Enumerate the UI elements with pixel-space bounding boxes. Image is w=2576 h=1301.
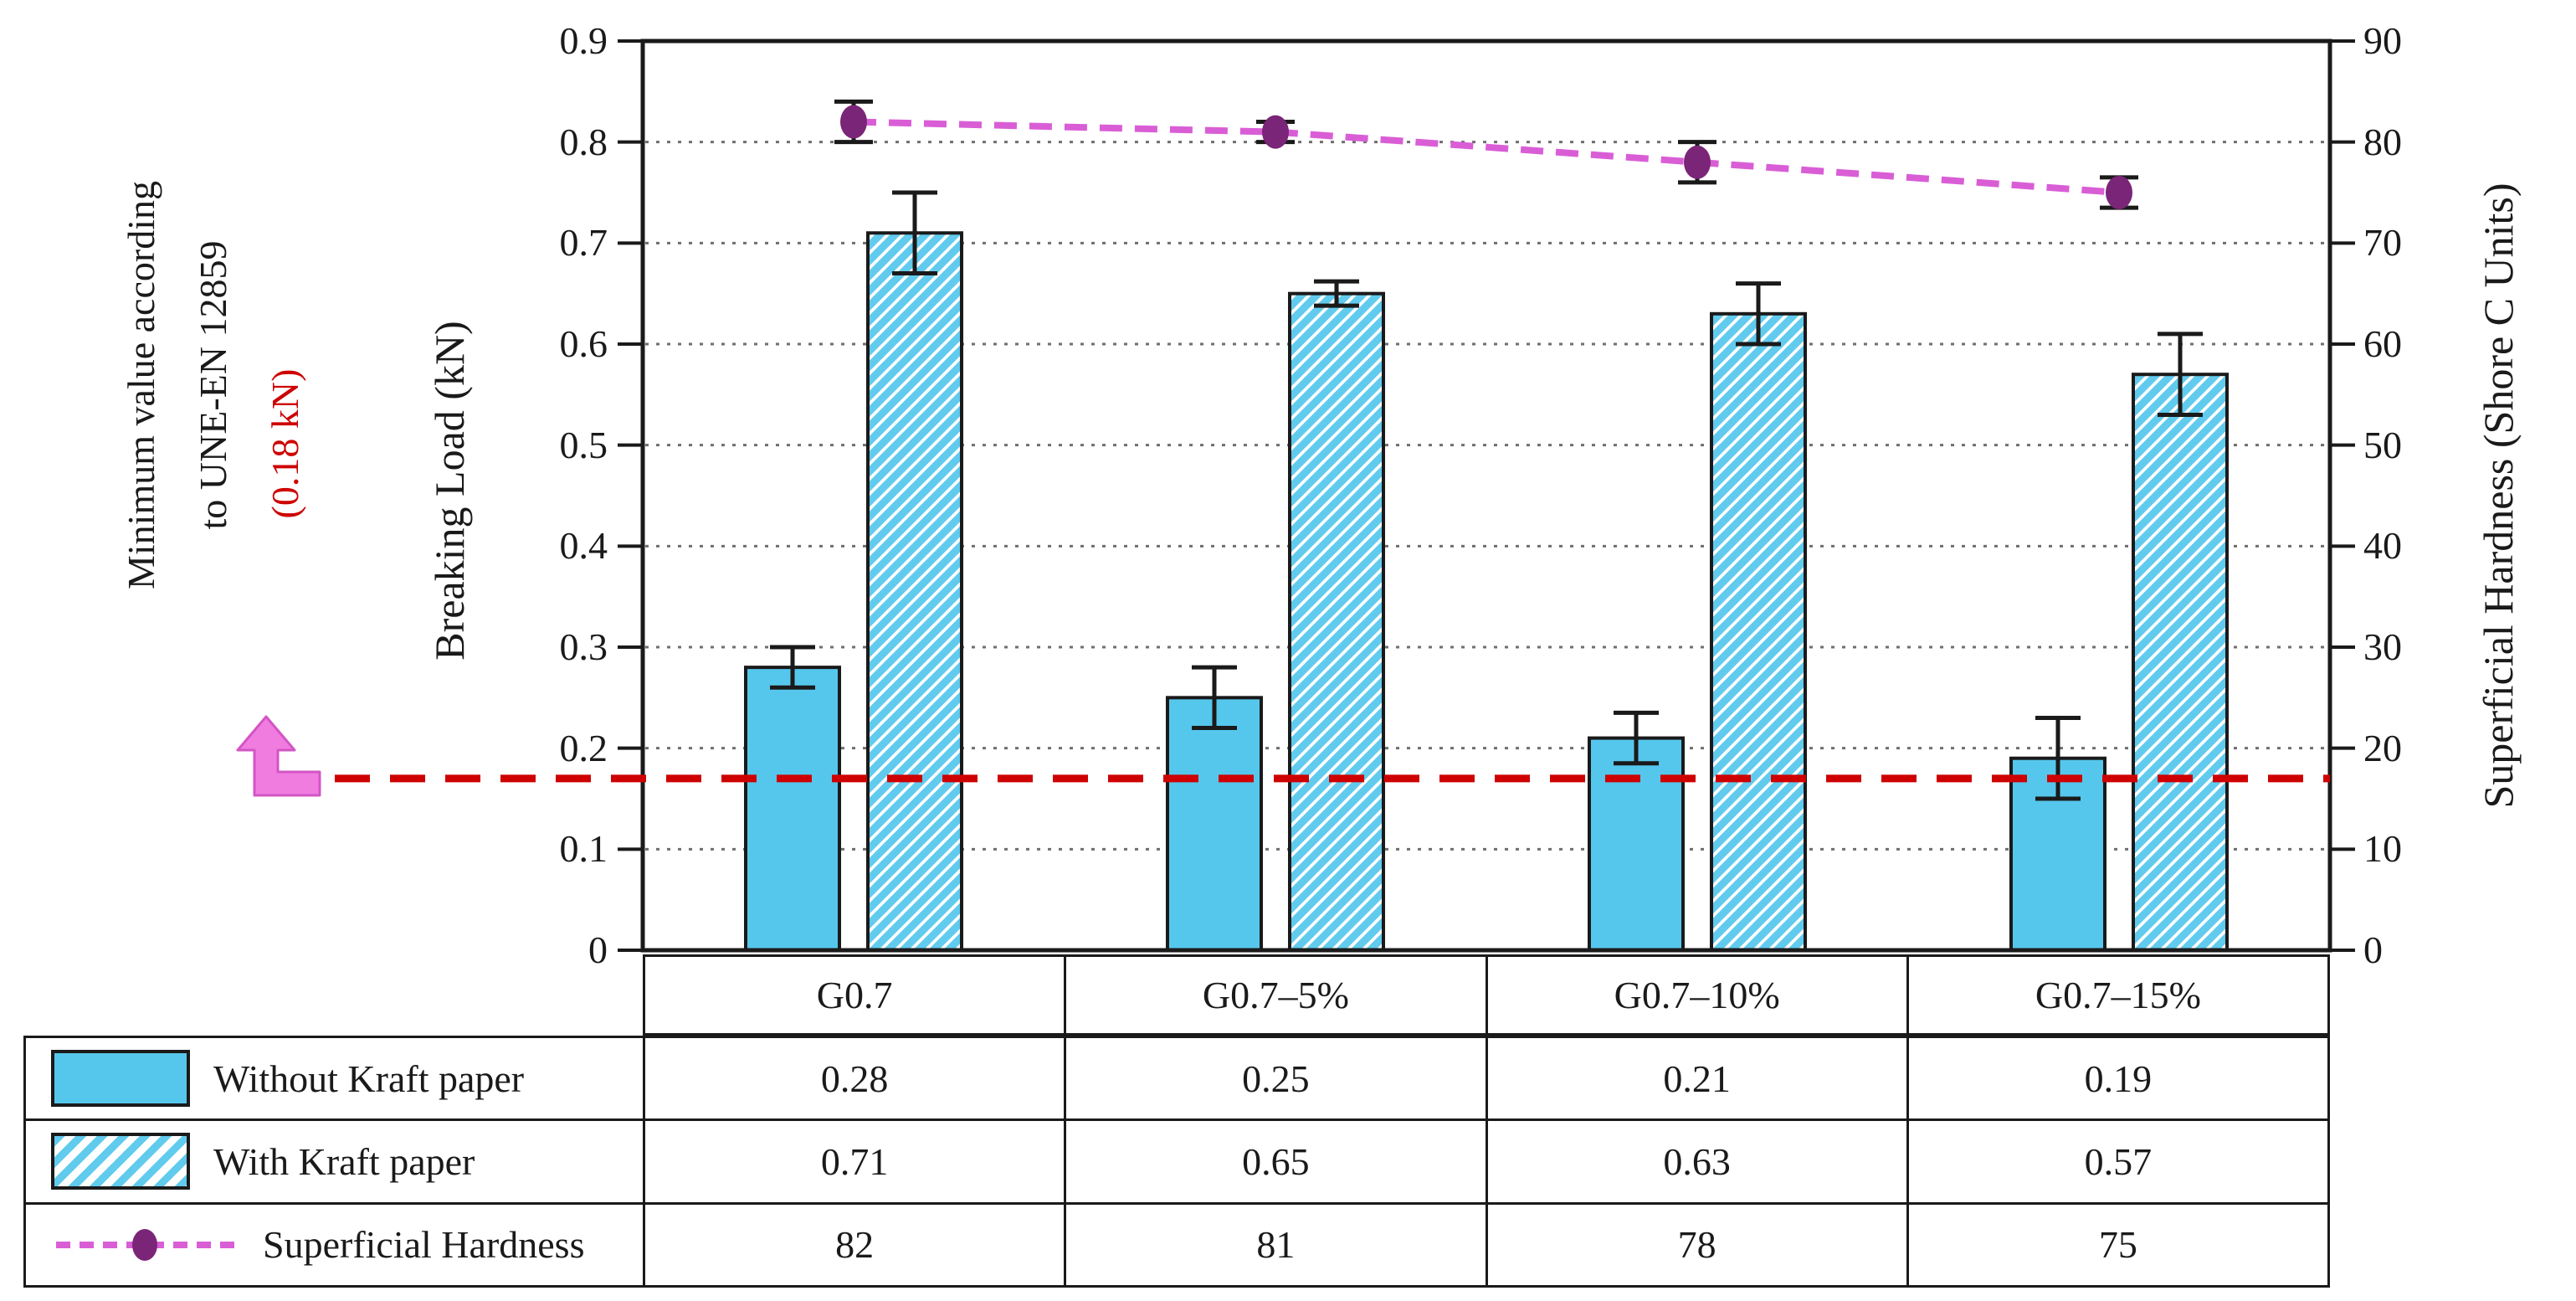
bar-with-kraft [1288,291,1385,952]
dashed-line-marker-swatch-icon [56,1228,234,1261]
legend-row-with-kraft: With Kraft paper [26,1121,643,1202]
table-value: 81 [1066,1204,1486,1285]
legend-label: Superficial Hardness [263,1223,585,1267]
table-value: 0.19 [1908,1038,2327,1119]
bar-with-kraft [866,231,963,952]
hardness-dashed-line [853,118,2120,196]
right-axis-tick-label: 90 [2363,19,2402,62]
right-axis-tick-label: 20 [2363,726,2402,769]
plot-frame [640,39,2332,953]
table-value: 0.63 [1487,1121,1906,1202]
table-value: 75 [1908,1204,2327,1285]
legend-row-superficial-hardness: Superficial Hardness [26,1204,643,1285]
left-axis-tick-label: 0.8 [559,120,608,163]
bar-with-kraft [2132,373,2229,952]
left-axis-tick-label: 0 [588,928,608,971]
left-axis-tick-label: 0.9 [559,19,608,62]
table-value: 0.71 [645,1121,1065,1202]
right-axis-tick-label: 40 [2363,524,2402,568]
bar-with-kraft [1710,311,1807,952]
table-value: 0.28 [645,1038,1065,1119]
right-axis-tick-label: 0 [2363,928,2383,971]
table-value: 0.21 [1487,1038,1906,1119]
right-axis-tick-label: 80 [2363,120,2402,163]
solid-bar-swatch-icon [51,1050,190,1108]
table-value: 0.57 [1908,1121,2327,1202]
bent-arrow-icon [236,715,321,797]
left-axis-tick-label: 0.1 [559,827,608,871]
annotation-line-1: Minimum value according [120,181,162,589]
annotation-value-red: (0.18 kN) [264,368,306,519]
annotation-line-2: to UNE-EN 12859 [192,240,234,530]
hardness-marker [1684,145,1711,179]
table-value: 0.25 [1066,1038,1486,1119]
bar-without-kraft [744,666,841,953]
left-axis-tick-label: 0.7 [559,221,608,265]
legend-label: Without Kraft paper [213,1057,525,1100]
left-axis-title: Breaking Load (kN) [426,321,473,661]
table-value: 0.65 [1066,1121,1486,1202]
left-axis-tick-label: 0.6 [559,322,608,365]
category-header-row: G0.7 G0.7–5% G0.7–10% G0.7–15% [643,954,2330,1036]
legend-label: With Kraft paper [213,1139,475,1183]
category-label: G0.7–15% [1908,957,2327,1033]
bar-without-kraft [1588,736,1685,952]
right-axis-title: Superficial Hardness (Shore C Units) [2475,183,2522,809]
hatched-bar-swatch-icon [51,1133,190,1190]
category-label: G0.7–5% [1066,957,1486,1033]
category-label: G0.7–10% [1487,957,1906,1033]
right-axis-tick-label: 60 [2363,322,2402,365]
left-axis-tick-label: 0.4 [559,524,608,568]
hardness-marker [2106,176,2132,209]
left-axis-tick-label: 0.3 [559,625,608,668]
right-axis-tick-label: 30 [2363,625,2402,668]
hardness-marker [1262,115,1289,149]
left-axis-tick-label: 0.2 [559,726,608,769]
right-axis-tick-label: 70 [2363,221,2402,265]
right-axis-tick-label: 10 [2363,827,2402,871]
legend-row-without-kraft: Without Kraft paper [26,1038,643,1119]
table-value: 78 [1487,1204,1906,1285]
table-value: 82 [645,1204,1065,1285]
right-axis-tick-label: 50 [2363,423,2402,466]
min-value-annotation: Minimum value according to UNE-EN 12859 … [105,33,321,737]
category-label: G0.7 [645,957,1065,1033]
bar-without-kraft [1166,696,1263,952]
legend-data-table: Without Kraft paper 0.28 0.25 0.21 0.19 … [23,1036,2330,1288]
left-axis-tick-label: 0.5 [559,423,608,466]
hardness-marker [840,105,867,139]
